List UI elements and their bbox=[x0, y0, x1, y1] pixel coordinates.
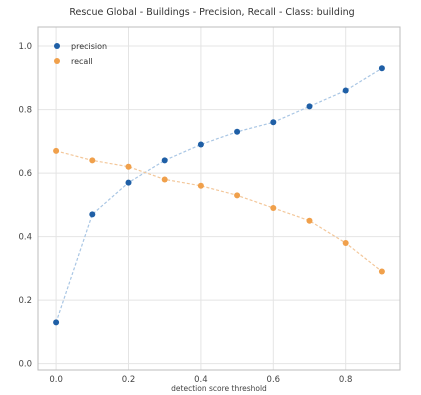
x-tick-label: 0.2 bbox=[122, 375, 136, 385]
series-layer bbox=[53, 65, 385, 326]
precision-point bbox=[89, 211, 96, 218]
y-tick-label: 0.6 bbox=[18, 169, 32, 179]
x-tick-label: 0.4 bbox=[194, 375, 208, 385]
legend-label-recall: recall bbox=[71, 57, 93, 66]
precision-point bbox=[234, 128, 241, 135]
chart-title: Rescue Global - Buildings - Precision, R… bbox=[69, 7, 354, 18]
x-tick-label: 0.0 bbox=[49, 375, 63, 385]
recall-point bbox=[53, 147, 60, 154]
grid bbox=[38, 27, 400, 370]
precision-line bbox=[55, 67, 383, 323]
series-precision bbox=[53, 65, 385, 326]
legend-marker-recall bbox=[54, 58, 60, 64]
plot-frame bbox=[37, 26, 401, 371]
recall-point bbox=[306, 217, 313, 224]
tick-labels: 0.0 0.2 0.4 0.6 0.8 1.0 0.0 0.2 0.4 0.6 0.8 bbox=[18, 42, 352, 385]
y-tick-label: 0.8 bbox=[18, 106, 32, 116]
precision-point bbox=[125, 179, 132, 186]
precision-point bbox=[270, 119, 277, 126]
recall-line bbox=[55, 150, 383, 272]
x-axis-label: detection score threshold bbox=[171, 384, 267, 393]
x-tick-label: 0.8 bbox=[339, 375, 353, 385]
x-tick-label: 0.6 bbox=[267, 375, 281, 385]
series-recall bbox=[53, 147, 385, 275]
y-tick-label: 0.0 bbox=[18, 360, 32, 370]
recall-point bbox=[89, 157, 96, 164]
precision-point bbox=[342, 87, 349, 94]
precision-point bbox=[378, 65, 385, 72]
precision-point bbox=[306, 103, 313, 110]
legend: precision recall bbox=[54, 42, 107, 66]
precision-point bbox=[53, 319, 60, 326]
y-tick-label: 0.2 bbox=[18, 296, 32, 306]
precision-point bbox=[197, 141, 204, 148]
legend-label-precision: precision bbox=[71, 42, 107, 51]
recall-point bbox=[125, 163, 132, 170]
y-tick-label: 0.4 bbox=[18, 233, 32, 243]
recall-point bbox=[234, 192, 241, 199]
recall-point bbox=[378, 268, 385, 275]
y-tick-label: 1.0 bbox=[18, 42, 32, 52]
recall-point bbox=[161, 176, 168, 183]
recall-point bbox=[197, 182, 204, 189]
recall-point bbox=[270, 205, 277, 212]
recall-point bbox=[342, 239, 349, 246]
precision-point bbox=[161, 157, 168, 164]
legend-marker-precision bbox=[54, 43, 60, 49]
